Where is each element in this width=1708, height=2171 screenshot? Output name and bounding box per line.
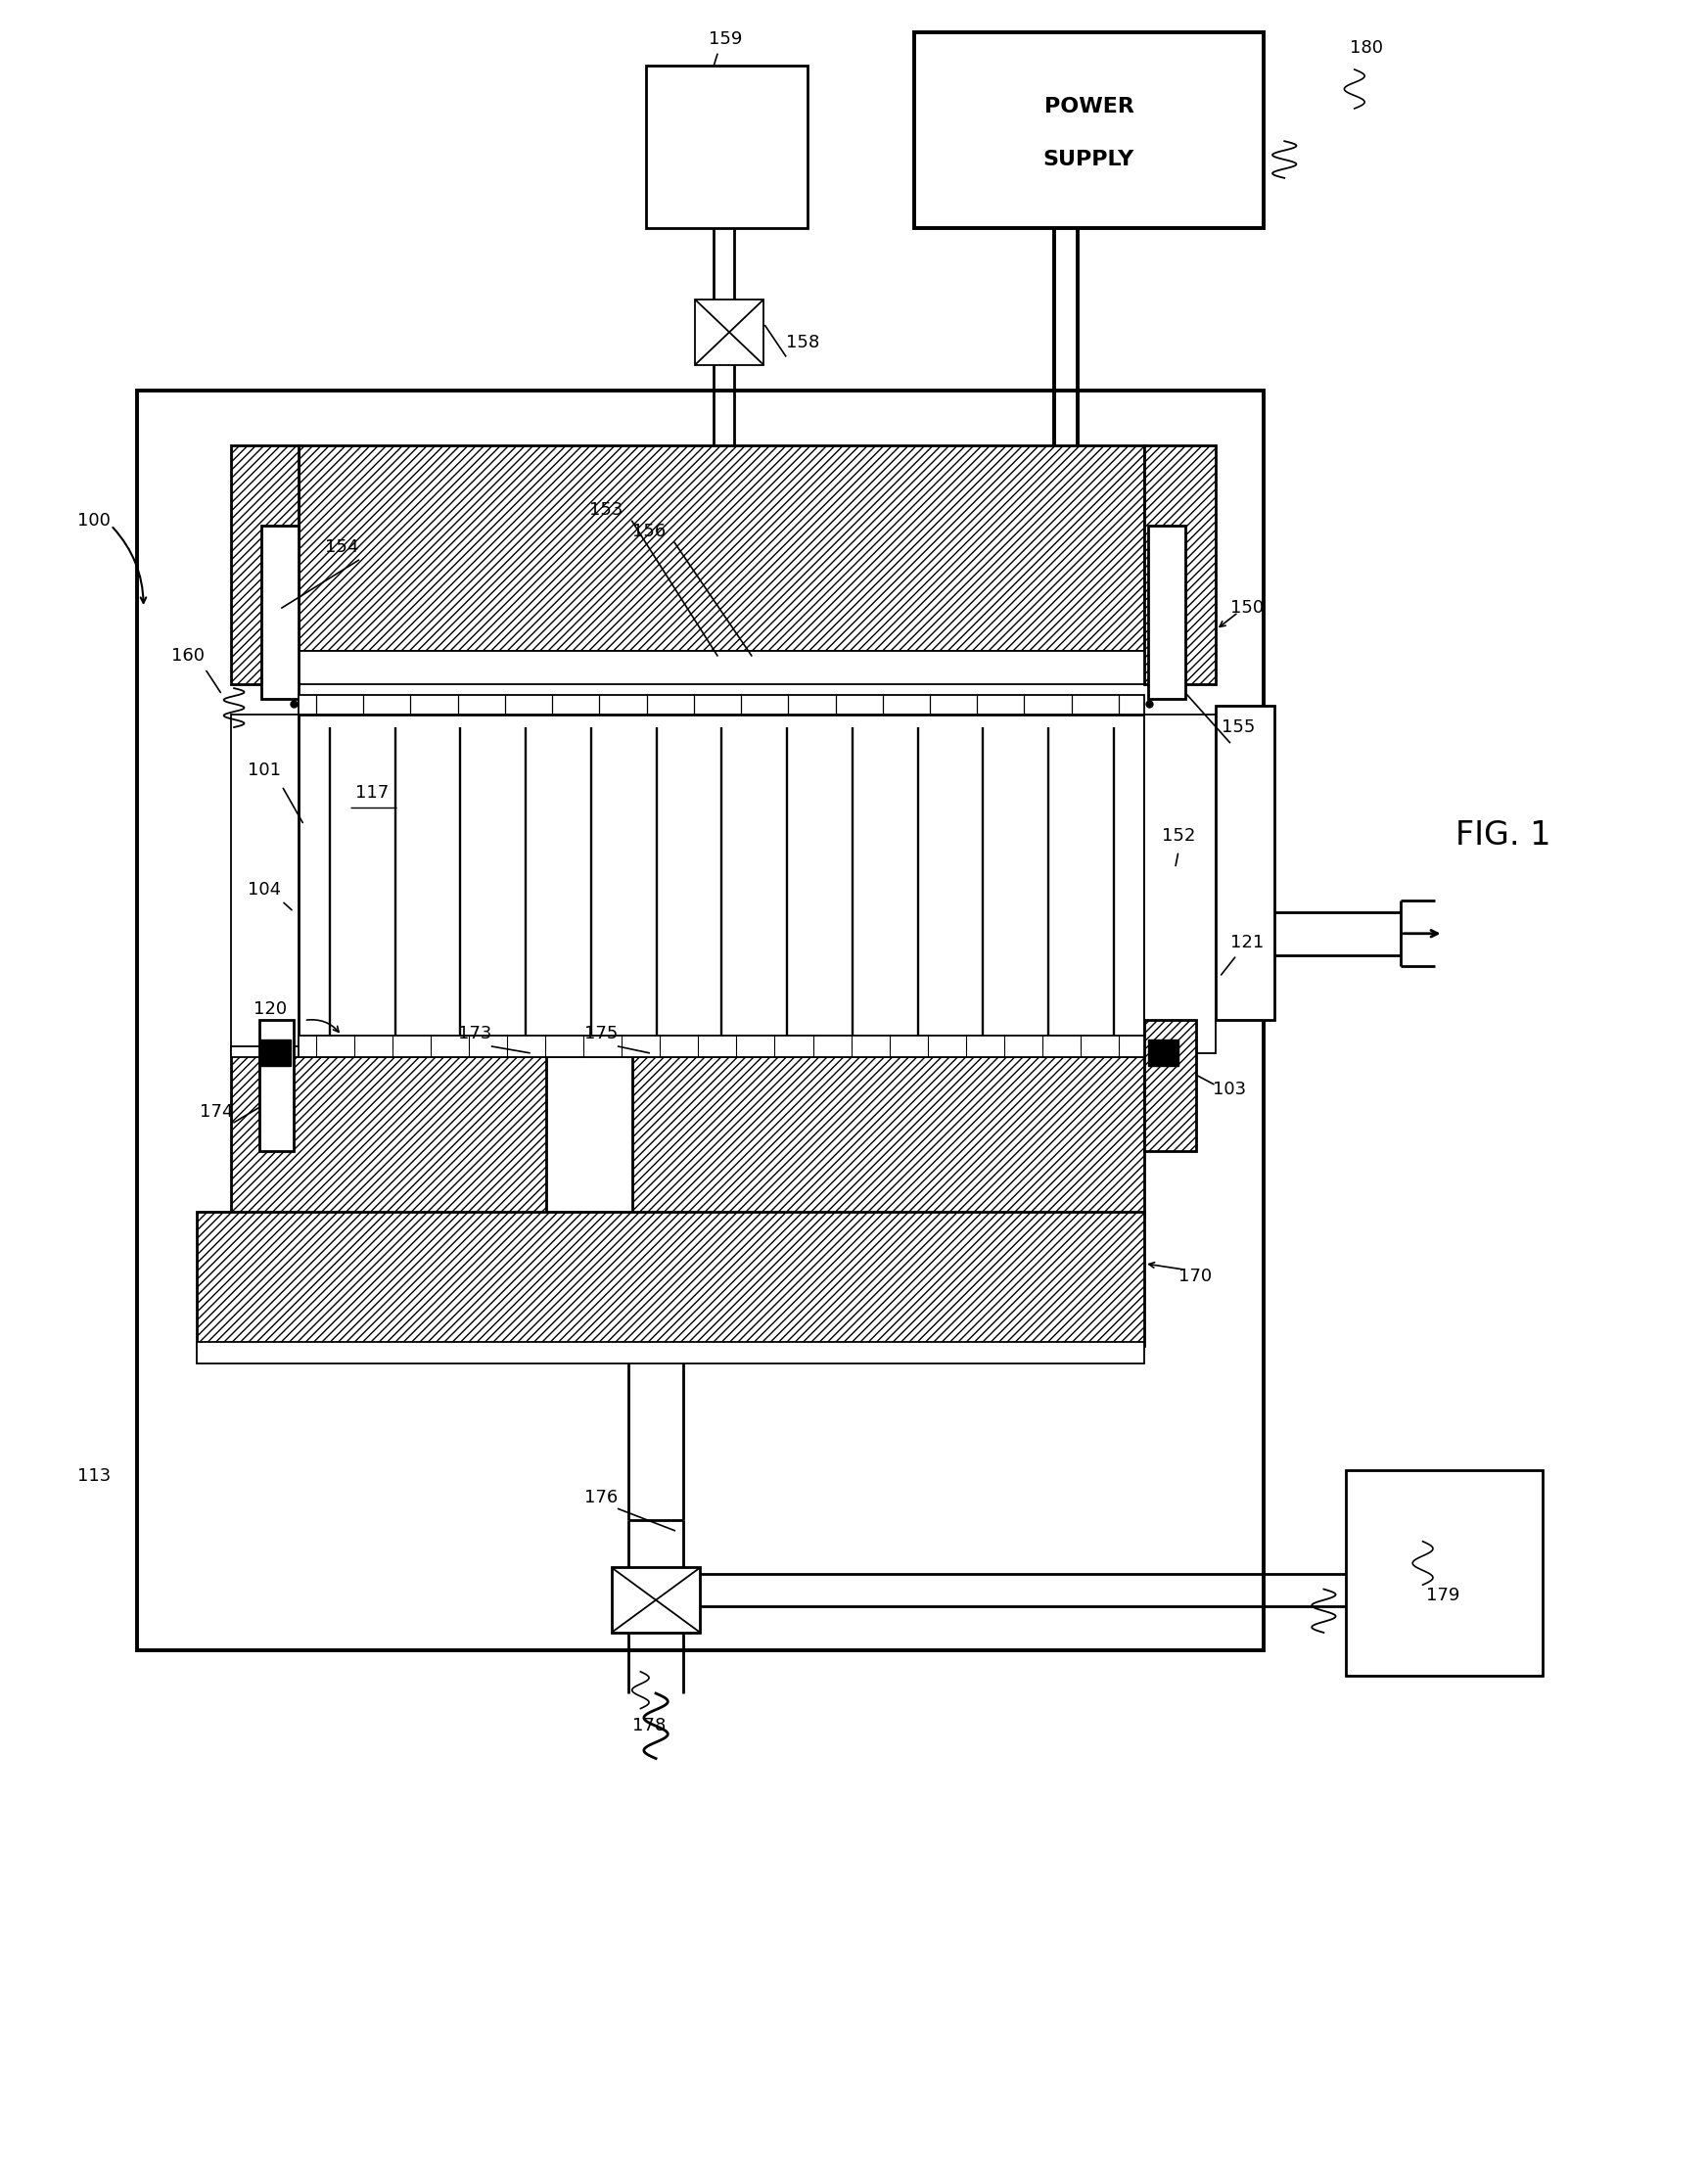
Bar: [196, 1342, 1144, 1363]
Text: 170: 170: [1179, 1268, 1213, 1285]
Text: 103: 103: [1213, 1081, 1247, 1099]
Text: 120: 120: [253, 1001, 287, 1018]
Bar: [196, 1211, 1144, 1346]
Bar: [1144, 445, 1216, 684]
Bar: [1148, 1040, 1179, 1066]
Text: 121: 121: [1230, 934, 1264, 951]
Text: 154: 154: [325, 538, 359, 556]
Bar: [1144, 1020, 1196, 1151]
Bar: [299, 695, 1144, 714]
Text: 100: 100: [77, 512, 111, 530]
Text: 159: 159: [709, 30, 743, 48]
Bar: [646, 65, 808, 228]
Bar: [695, 300, 763, 365]
Text: 180: 180: [1349, 39, 1383, 56]
Text: 156: 156: [632, 523, 666, 541]
Text: 153: 153: [589, 502, 623, 519]
Bar: [260, 1020, 294, 1151]
Text: 174: 174: [200, 1103, 234, 1120]
Bar: [231, 714, 299, 1053]
Text: 160: 160: [171, 647, 205, 664]
Text: 152: 152: [1161, 827, 1196, 845]
Text: FIG. 1: FIG. 1: [1455, 821, 1551, 851]
Text: 104: 104: [248, 881, 282, 899]
Text: 155: 155: [1221, 719, 1255, 736]
Text: 178: 178: [632, 1717, 666, 1735]
Bar: [1346, 1470, 1542, 1676]
Text: 179: 179: [1426, 1587, 1460, 1604]
Bar: [231, 445, 299, 684]
Bar: [231, 1053, 547, 1216]
Bar: [611, 1567, 700, 1633]
Text: 113: 113: [77, 1468, 111, 1485]
Bar: [299, 1036, 1144, 1057]
Text: 175: 175: [584, 1025, 618, 1042]
Bar: [1144, 714, 1216, 1053]
Bar: [299, 651, 1144, 684]
Text: POWER: POWER: [1044, 98, 1134, 117]
Bar: [632, 1053, 1144, 1216]
Text: SUPPLY: SUPPLY: [1044, 150, 1134, 169]
Bar: [1148, 525, 1185, 699]
Text: 150: 150: [1230, 599, 1264, 617]
Text: 101: 101: [248, 762, 282, 779]
Bar: [137, 391, 1264, 1650]
Bar: [260, 1040, 290, 1066]
Bar: [914, 33, 1264, 228]
Bar: [1216, 706, 1274, 1020]
Bar: [299, 714, 1144, 1053]
Bar: [299, 445, 1144, 651]
Text: 173: 173: [458, 1025, 492, 1042]
Bar: [231, 1046, 1144, 1057]
Text: 158: 158: [786, 334, 820, 352]
Text: 176: 176: [584, 1489, 618, 1507]
Bar: [261, 525, 299, 699]
Text: 117: 117: [355, 784, 389, 801]
